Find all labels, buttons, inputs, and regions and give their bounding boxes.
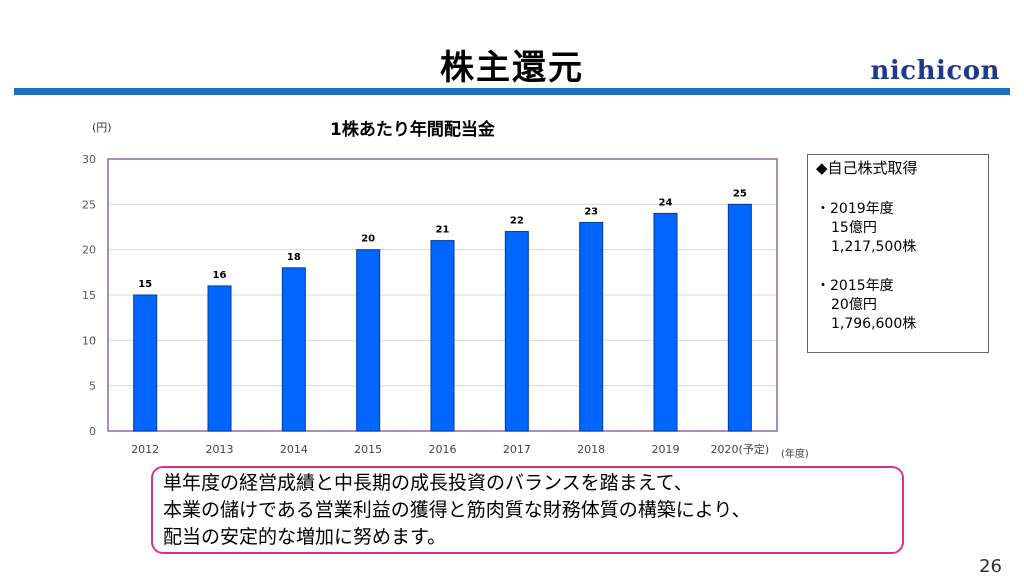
info-entry-year: ・2019年度 <box>816 201 894 217</box>
data-label: 15 <box>138 279 152 290</box>
bar <box>727 203 752 432</box>
x-tick-label: 2014 <box>280 443 308 456</box>
x-tick-label: 2016 <box>429 443 457 456</box>
info-entry-shares: 1,217,500株 <box>831 239 917 255</box>
x-axis-unit-label: (年度) <box>781 447 809 460</box>
y-axis-unit-label: (円) <box>92 121 112 134</box>
info-entry-year: ・2015年度 <box>816 278 894 294</box>
chart-title: 1株あたり年間配当金 <box>330 120 495 140</box>
bar <box>579 221 604 432</box>
y-tick-label: 25 <box>82 198 96 211</box>
bar <box>207 285 232 432</box>
y-tick-label: 5 <box>89 380 96 393</box>
nichicon-logo: nichicon <box>870 56 1000 86</box>
x-tick-label: 2018 <box>577 443 605 456</box>
note-line: 単年度の経営成績と中長期の成長投資のバランスを踏まえて、 <box>163 472 693 494</box>
data-label: 21 <box>436 225 450 236</box>
info-box-title: ◆自己株式取得 <box>816 159 918 177</box>
data-label: 22 <box>510 216 524 227</box>
x-tick-label: 2015 <box>354 443 382 456</box>
header-divider-bar <box>14 88 1010 95</box>
data-label: 23 <box>584 206 598 217</box>
note-line: 本業の儲けである営業利益の獲得と筋肉質な財務体質の構築により、 <box>163 499 751 521</box>
bar <box>281 267 306 432</box>
data-label: 20 <box>361 234 375 245</box>
policy-note-box: 単年度の経営成績と中長期の成長投資のバランスを踏まえて、 本業の儲けである営業利… <box>151 466 904 554</box>
bar <box>430 240 455 432</box>
data-label: 25 <box>733 188 747 199</box>
page-number: 26 <box>979 556 1002 577</box>
y-tick-label: 0 <box>89 425 96 438</box>
x-tick-label: 2020(予定) <box>711 442 770 456</box>
bar <box>504 231 529 432</box>
y-tick-label: 30 <box>82 153 96 166</box>
bar <box>653 212 678 432</box>
data-label: 18 <box>287 252 301 263</box>
page-title: 株主還元 <box>440 48 584 88</box>
data-label: 24 <box>659 197 673 208</box>
info-entry-amount: 15億円 <box>831 220 877 236</box>
note-line: 配当の安定的な増加に努めます。 <box>163 526 447 548</box>
x-tick-label: 2019 <box>652 443 680 456</box>
treasury-stock-info-box: ◆自己株式取得 ・2019年度 15億円 1,217,500株 ・2015年度 … <box>807 154 989 353</box>
dividend-bar-chart: 0 5 10 15 20 25 30 15 2012 16 2013 18 2014 20 2015 21 20… <box>82 153 809 460</box>
info-entry-amount: 20億円 <box>831 297 877 313</box>
x-tick-label: 2017 <box>503 443 531 456</box>
info-entry-2015: ・2015年度 20億円 1,796,600株 <box>816 277 980 334</box>
data-label: 16 <box>213 270 227 281</box>
bar <box>133 294 158 432</box>
x-tick-label: 2012 <box>131 443 159 456</box>
y-tick-label: 10 <box>82 334 96 347</box>
x-tick-label: 2013 <box>206 443 234 456</box>
bar <box>356 249 381 432</box>
info-entry-2019: ・2019年度 15億円 1,217,500株 <box>816 200 980 257</box>
y-tick-label: 20 <box>82 244 96 257</box>
y-tick-label: 15 <box>82 289 96 302</box>
info-entry-shares: 1,796,600株 <box>831 316 917 332</box>
